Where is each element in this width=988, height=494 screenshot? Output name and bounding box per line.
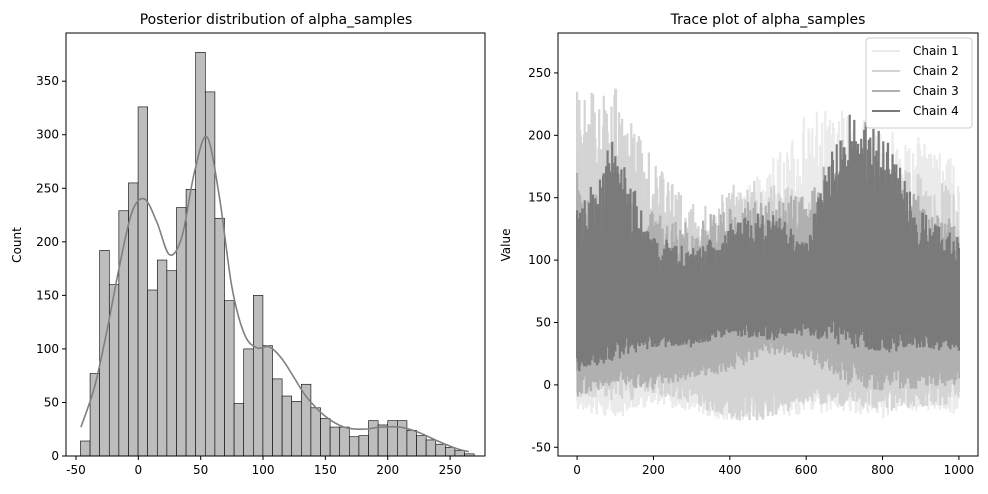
histogram-bar: [243, 348, 254, 457]
histogram-bar: [224, 300, 235, 457]
histogram-xtick-label: 100: [252, 463, 275, 477]
histogram-bar: [445, 447, 456, 457]
histogram-ytick-label: 200: [36, 235, 59, 249]
histogram-bar: [339, 426, 350, 457]
trace-ytick-label: 50: [536, 315, 551, 329]
histogram-ytick-label: 50: [44, 395, 59, 409]
histogram-panel: Posterior distribution of alpha_samples …: [10, 12, 486, 477]
trace-axes: 0 200 400 600 800 1000 -50 0 50 100 150 200 250: [528, 32, 979, 477]
legend-label: Chain 3: [913, 84, 959, 98]
histogram-bar: [80, 440, 91, 457]
histogram-bar: [185, 189, 196, 457]
trace-title: Trace plot of alpha_samples: [670, 12, 866, 28]
histogram-bar: [310, 407, 321, 457]
histogram-bar: [262, 345, 273, 457]
histogram-bar: [147, 289, 158, 457]
histogram-bar: [454, 450, 465, 457]
histogram-title: Posterior distribution of alpha_samples: [140, 12, 413, 28]
trace-ytick-label: 150: [528, 191, 551, 205]
legend-label: Chain 1: [913, 44, 959, 58]
legend-box: [865, 37, 973, 129]
trace-line-chain-4: [576, 114, 960, 372]
trace-ylabel: Value: [499, 229, 513, 262]
trace-xtick-label: 400: [718, 463, 741, 477]
histogram-bar: [195, 51, 206, 457]
histogram-bar: [156, 259, 168, 457]
histogram-xtick-label: 250: [439, 463, 462, 477]
histogram-bar: [233, 403, 245, 457]
trace-xtick-label: 200: [642, 463, 665, 477]
histogram-axes: -50 0 50 100 150 200 250 0 50 100 150 200 250 300 350: [36, 32, 486, 477]
histogram-ytick-label: 300: [36, 128, 59, 142]
histogram-bar: [176, 207, 187, 457]
trace-legend: Chain 1 Chain 2 Chain 3 Chain 4: [865, 37, 973, 129]
histogram-bar: [406, 429, 417, 457]
histogram-ytick-label: 100: [36, 342, 59, 356]
histogram-bar: [416, 435, 427, 457]
histogram-bar: [301, 383, 312, 457]
trace-plot-area: 0 200 400 600 800 1000 -50 0 50 100 150 200 250: [528, 32, 979, 477]
histogram-bar: [291, 401, 302, 457]
legend-label: Chain 4: [913, 104, 959, 118]
histogram-bar: [397, 420, 408, 457]
histogram-xtick-label: 150: [314, 463, 337, 477]
histogram-ytick-label: 0: [51, 449, 59, 463]
histogram-bar: [166, 270, 177, 457]
histogram-ylabel: Count: [10, 227, 24, 263]
histogram-bar: [137, 106, 148, 457]
histogram-frame: [65, 32, 486, 457]
histogram-plot-area: -50 0 50 100 150 200 250 0 50 100 150 200 250 300 350: [36, 32, 486, 477]
trace-xtick-label: 800: [871, 463, 894, 477]
trace-ytick-label: 200: [528, 128, 551, 142]
trace-frame: [557, 32, 979, 457]
histogram-xtick-label: -50: [66, 463, 86, 477]
histogram-ytick-label: 350: [36, 74, 59, 88]
histogram-bar: [320, 418, 331, 457]
histogram-ytick-label: 150: [36, 288, 59, 302]
trace-xtick-label: 600: [795, 463, 818, 477]
trace-xtick-label: 1000: [944, 463, 975, 477]
trace-ytick-label: 250: [528, 66, 551, 80]
histogram-xtick-label: 200: [376, 463, 399, 477]
trace-ytick-label: 100: [528, 253, 551, 267]
histogram-bar: [329, 426, 341, 457]
legend-label: Chain 2: [913, 64, 959, 78]
histogram-xtick-label: 50: [193, 463, 208, 477]
histogram-bar: [272, 378, 283, 457]
histogram-bar: [214, 217, 225, 457]
trace-panel: Trace plot of alpha_samples Value 0 200 40…: [499, 12, 979, 477]
histogram-bar: [99, 250, 110, 457]
histogram-xtick-label: 0: [135, 463, 143, 477]
histogram-bar: [368, 420, 379, 457]
kde-curve: [80, 135, 469, 453]
trace-ytick-label: -50: [531, 440, 551, 454]
histogram-bar: [253, 295, 264, 457]
trace-series-group: [576, 88, 960, 421]
histogram-bar: [358, 435, 369, 457]
histogram-bar: [435, 443, 446, 457]
histogram-bar: [281, 395, 293, 457]
histogram-bar: [349, 436, 360, 457]
histogram-bar: [377, 424, 389, 457]
histogram-bar: [425, 439, 437, 457]
histogram-bars: [80, 51, 475, 457]
trace-xtick-label: 0: [573, 463, 581, 477]
trace-ytick-label: 0: [543, 378, 551, 392]
histogram-ytick-label: 250: [36, 181, 59, 195]
histogram-bar: [128, 182, 139, 457]
